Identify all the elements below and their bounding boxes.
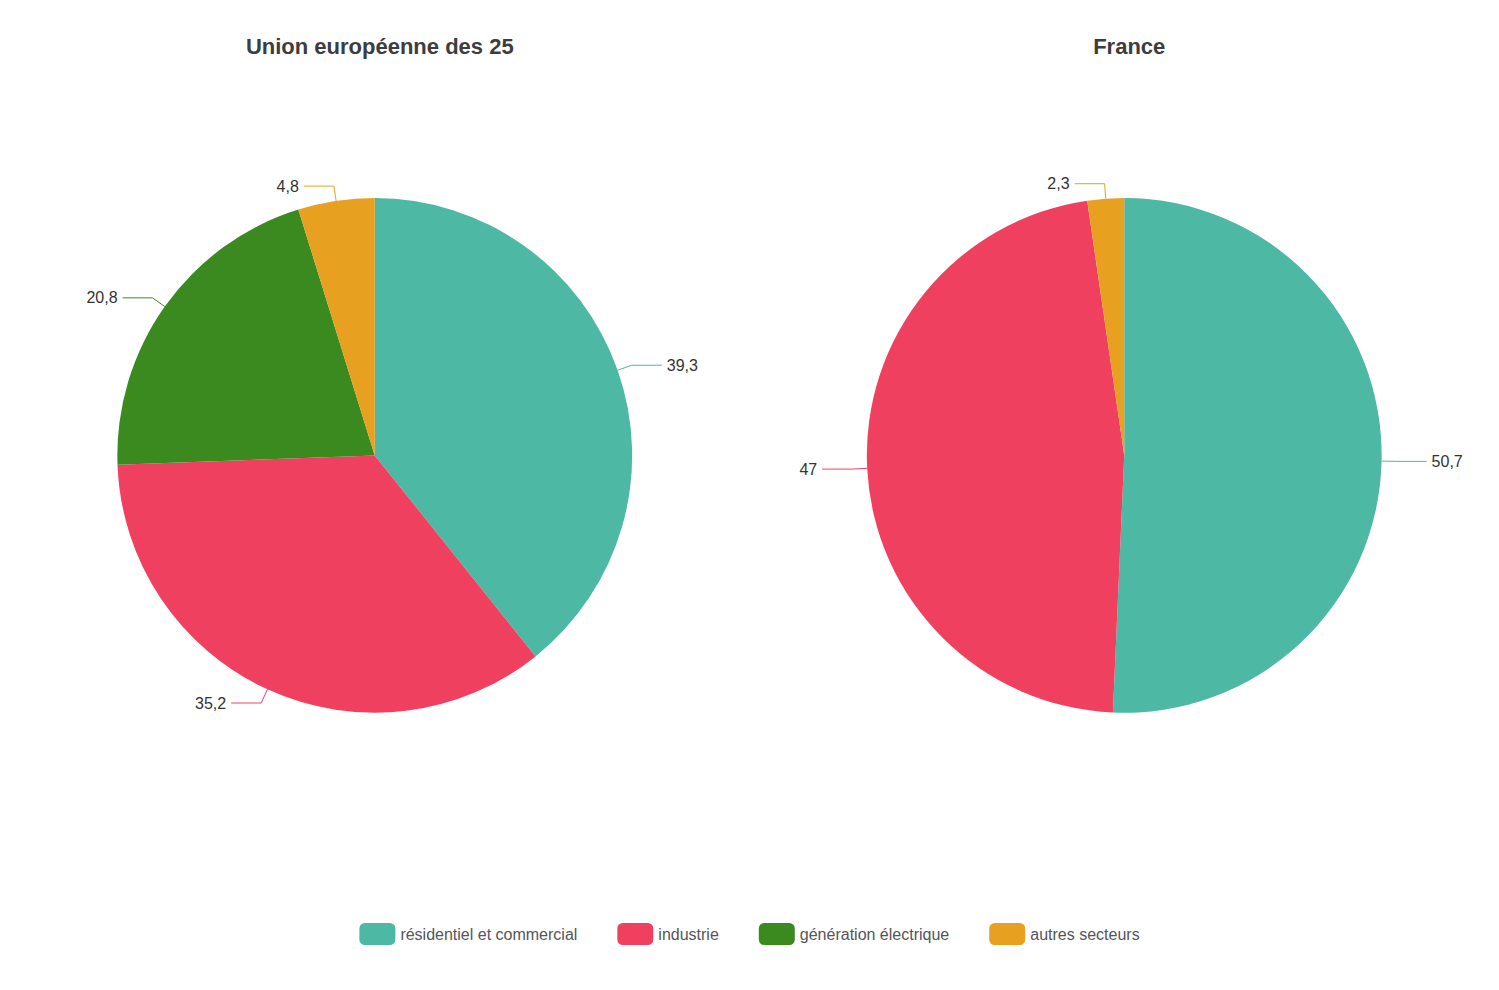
svg-text:39,3: 39,3 — [667, 357, 698, 374]
svg-text:4,8: 4,8 — [277, 178, 299, 195]
svg-text:France: France — [1093, 34, 1165, 59]
svg-text:35,2: 35,2 — [195, 695, 226, 712]
svg-text:génération électrique: génération électrique — [800, 926, 950, 943]
svg-text:50,7: 50,7 — [1432, 453, 1463, 470]
svg-text:20,8: 20,8 — [86, 289, 117, 306]
svg-text:2,3: 2,3 — [1047, 175, 1069, 192]
svg-text:47: 47 — [799, 461, 817, 478]
svg-text:Union européenne des 25: Union européenne des 25 — [246, 34, 514, 59]
svg-text:résidentiel et commercial: résidentiel et commercial — [400, 926, 577, 943]
svg-text:autres secteurs: autres secteurs — [1030, 926, 1139, 943]
svg-text:industrie: industrie — [658, 926, 719, 943]
